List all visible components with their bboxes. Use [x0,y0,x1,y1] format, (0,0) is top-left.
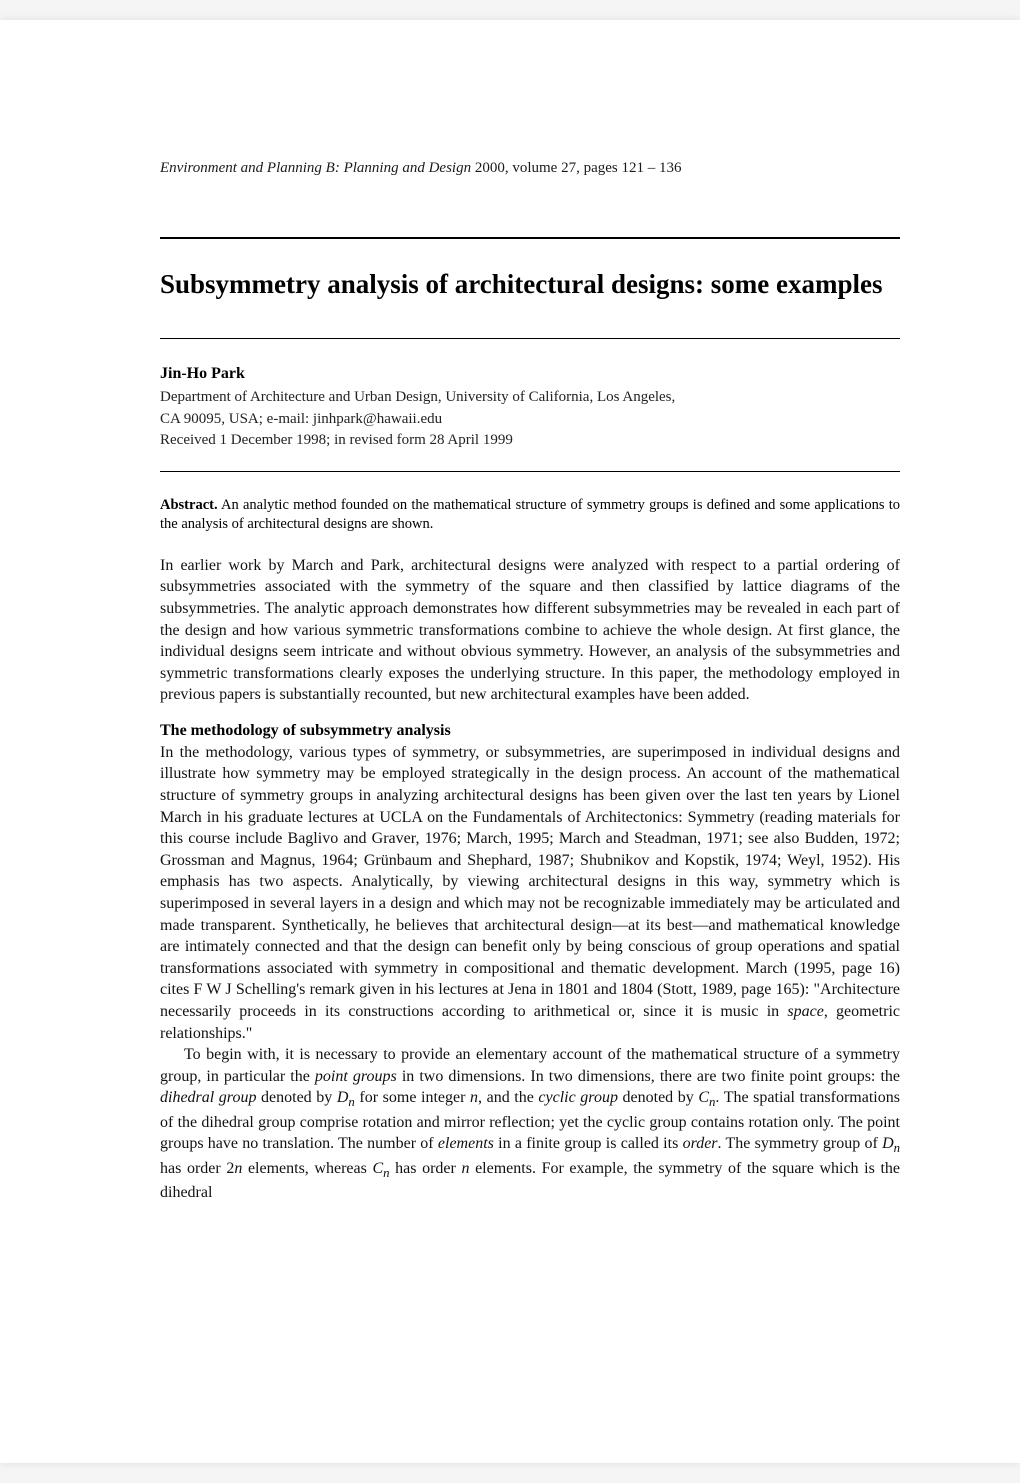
journal-volume: volume 27 [512,160,576,176]
italic-point-groups: point groups [315,1068,397,1085]
author-affiliation-2: CA 90095, USA; e-mail: jinhpark@hawaii.e… [160,409,900,429]
section-para-2: To begin with, it is necessary to provid… [160,1044,900,1204]
italic-dihedral-group: dihedral group [160,1089,256,1106]
symbol-dn2-sub: n [894,1142,900,1156]
journal-pages: pages 121 – 136 [584,160,682,176]
paper-title: Subsymmetry analysis of architectural de… [160,267,900,302]
journal-header: Environment and Planning B: Planning and… [160,160,900,177]
symbol-n1: n [470,1089,478,1106]
symbol-cn: C [698,1089,709,1106]
intro-paragraph: In earlier work by March and Park, archi… [160,555,900,706]
italic-space: space [787,1003,823,1020]
italic-order: order [683,1135,718,1152]
author-name: Jin-Ho Park [160,365,900,383]
rule-under-title [160,338,900,339]
rule-under-author [160,471,900,472]
journal-name: Environment and Planning B: Planning and… [160,160,471,176]
section-heading: The methodology of subsymmetry analysis [160,722,900,740]
paper-page: Environment and Planning B: Planning and… [0,20,1020,1463]
author-affiliation-1: Department of Architecture and Urban Des… [160,387,900,407]
section-para-1: In the methodology, various types of sym… [160,742,900,1044]
rule-top [160,237,900,239]
received-line: Received 1 December 1998; in revised for… [160,432,900,449]
italic-elements: elements [438,1135,494,1152]
abstract-text: An analytic method founded on the mathem… [160,497,900,533]
symbol-cn2: C [372,1160,383,1177]
italic-cyclic-group: cyclic group [538,1089,618,1106]
symbol-dn: D [337,1089,349,1106]
abstract: Abstract. An analytic method founded on … [160,496,900,535]
symbol-dn2: D [882,1135,894,1152]
journal-year: 2000 [475,160,505,176]
abstract-label: Abstract. [160,497,218,513]
